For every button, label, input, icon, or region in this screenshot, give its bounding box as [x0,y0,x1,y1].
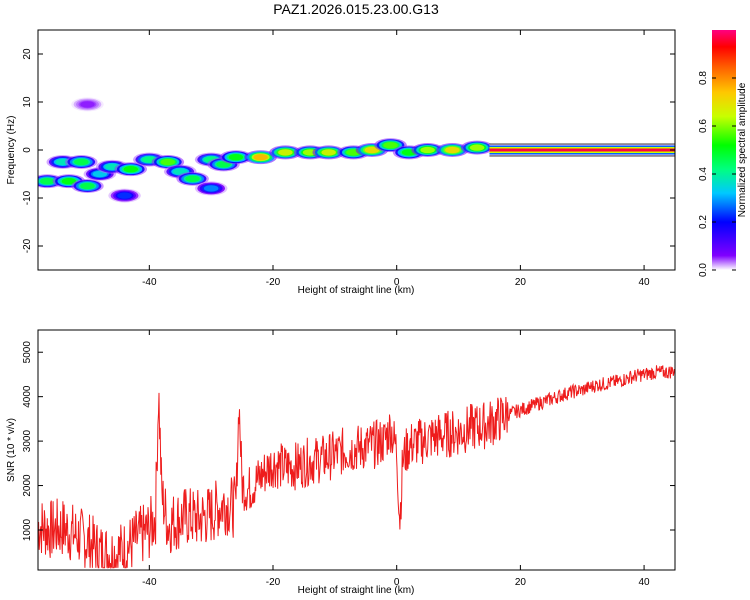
spectrogram-ticks: -40 -20 0 20 40 -20 -10 0 10 20 [22,30,675,288]
snr-xlabel: Height of straight line (km) [298,585,415,596]
colorbar-tick-label: 0.4 [698,167,709,181]
snr-panel: -40 -20 0 20 40 1000 2000 3000 4000 5000 Height o… [6,329,676,596]
spectrogram-blob [383,142,398,149]
spectrogram-blob [123,166,138,173]
spectrogram-blob [203,185,219,192]
spectrogram-ytick-label: -20 [22,238,33,253]
spectrogram-blob [228,154,244,161]
colorbar-gradient [712,30,736,270]
spectrogram-blob [364,146,380,154]
spectrogram-ytick-label: 0 [22,147,33,153]
snr-ytick-label: 5000 [22,341,33,364]
spectrogram-blob [445,146,460,154]
spectrogram-blob [321,149,336,156]
spectrogram-blob [80,101,95,108]
snr-frame [37,329,676,571]
colorbar-tick-label: 0.0 [698,263,709,277]
snr-ytick-label: 1000 [22,518,33,541]
spectrogram-marks [38,97,675,203]
spectrogram-blob [185,175,200,182]
colorbar-tick-label: 0.2 [698,215,709,229]
colorbar-tick-label: 0.8 [698,71,709,85]
snr-xtick-label: 0 [394,577,400,588]
spectrogram-blob [117,192,132,199]
snr-xtick-label: -20 [266,577,281,588]
spectrogram-panel: -40 -20 0 20 40 -20 -10 0 10 20 Height of straigh… [6,29,676,296]
snr-ytick-label: 4000 [22,385,33,408]
spectrogram-xtick-label: -40 [142,277,157,288]
spectrogram-xtick-label: 40 [639,277,651,288]
spectrogram-ylabel: Frequency (Hz) [6,116,17,185]
colorbar: 0.0 0.2 0.4 0.6 0.8 Normalized spectral ampl… [698,30,748,277]
snr-marks [38,365,675,570]
spectrogram-blob [80,182,95,190]
spectrogram-blob [278,149,293,156]
spectrogram-blob [40,178,55,185]
spectrogram-ytick-label: 20 [22,48,33,60]
snr-ytick-label: 2000 [22,474,33,497]
spectrogram-blob [74,158,89,166]
spectrogram-blob [253,154,268,161]
spectrogram-blob [420,146,435,154]
spectrogram-ytick-label: -10 [22,190,33,205]
spectrogram-xtick-label: -20 [266,277,281,288]
spectrogram-blob [160,158,176,166]
snr-ticks: -40 -20 0 20 40 1000 2000 3000 4000 5000 [22,330,675,588]
colorbar-label: Normalized spectral amplitude [737,82,748,217]
spectrogram-band [489,148,675,152]
spectrogram-xlabel: Height of straight line (km) [298,285,415,296]
snr-xtick-label: 40 [639,577,651,588]
colorbar-ticks: 0.0 0.2 0.4 0.6 0.8 [698,71,736,277]
figure-title: PAZ1.2026.015.23.00.G13 [273,1,439,17]
snr-xtick-label: -40 [142,577,157,588]
spectrogram-blob [61,178,77,185]
spectrogram-xtick-label: 20 [515,277,527,288]
spectrogram-xtick-label: 0 [394,277,400,288]
spectrogram-ytick-label: 10 [22,96,33,108]
colorbar-tick-label: 0.6 [698,119,709,133]
spectrogram-blob [469,144,485,151]
snr-series-line [38,365,675,570]
snr-xtick-label: 20 [515,577,527,588]
snr-ytick-label: 3000 [22,430,33,453]
snr-ylabel: SNR (10 * v/v) [6,418,17,482]
